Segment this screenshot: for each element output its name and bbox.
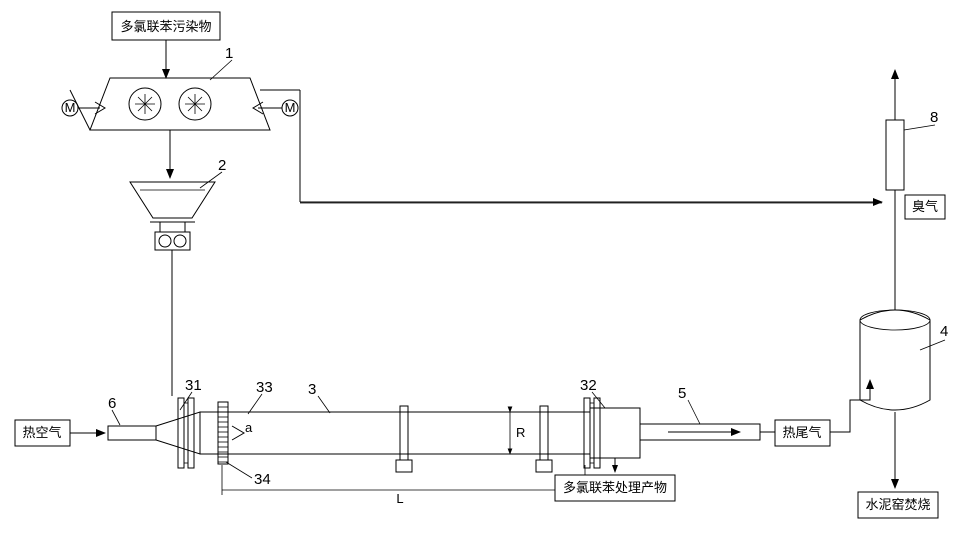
num-4: 4 bbox=[940, 323, 948, 340]
odor-box: 臭气 bbox=[905, 195, 945, 219]
num-5: 5 bbox=[678, 385, 686, 402]
component-3-kiln bbox=[156, 398, 760, 472]
motor-left-label: M bbox=[65, 100, 76, 115]
num-2: 2 bbox=[218, 157, 226, 174]
product-box: 多氯联苯处理产物 bbox=[555, 475, 675, 501]
kiln-incineration-box: 水泥窑焚烧 bbox=[858, 492, 938, 518]
dim-R: R bbox=[510, 412, 525, 454]
component-8 bbox=[886, 70, 904, 205]
component-4 bbox=[860, 205, 930, 488]
feed-material-box: 多氯联苯污染物 bbox=[112, 12, 220, 40]
dim-L: L bbox=[222, 465, 585, 506]
feed-material-label: 多氯联苯污染物 bbox=[120, 19, 211, 34]
component-1: M M bbox=[62, 78, 298, 130]
leader-2 bbox=[200, 172, 222, 188]
odor-line bbox=[260, 90, 882, 203]
motor-left: M bbox=[62, 100, 105, 116]
hot-air-label: 热空气 bbox=[22, 425, 61, 440]
num-31: 31 bbox=[185, 377, 202, 394]
dim-L-label: L bbox=[396, 491, 403, 506]
hot-tail-label: 热尾气 bbox=[782, 425, 821, 440]
odor-label: 臭气 bbox=[912, 199, 938, 214]
num-1: 1 bbox=[225, 45, 233, 62]
num-34: 34 bbox=[254, 471, 271, 488]
kiln-incineration-label: 水泥窑焚烧 bbox=[865, 497, 930, 512]
dim-R-label: R bbox=[516, 425, 525, 440]
num-33: 33 bbox=[256, 379, 273, 396]
num-8: 8 bbox=[930, 109, 938, 126]
num-3: 3 bbox=[308, 381, 316, 398]
diagram-root: 多氯联苯污染物 M M 1 bbox=[0, 0, 969, 534]
hot-air-inlet: 热空气 bbox=[15, 420, 156, 446]
dim-a-label: a bbox=[245, 420, 253, 435]
motor-right-label: M bbox=[285, 100, 296, 115]
hot-tail-path: 热尾气 bbox=[760, 380, 870, 446]
num-6: 6 bbox=[108, 395, 116, 412]
component-2 bbox=[130, 182, 215, 250]
gear-ring-34 bbox=[218, 402, 228, 464]
num-32: 32 bbox=[580, 377, 597, 394]
product-label: 多氯联苯处理产物 bbox=[563, 480, 667, 495]
leader-1 bbox=[210, 60, 232, 80]
